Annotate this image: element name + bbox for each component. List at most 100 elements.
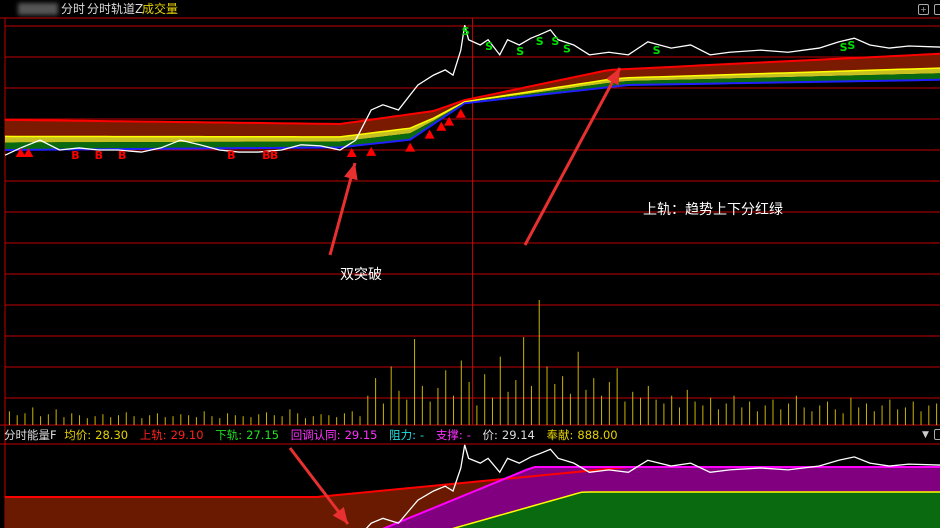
volume-bar [266, 412, 268, 425]
volume-bar [359, 416, 361, 425]
volume-bar [585, 389, 587, 425]
volume-bar [32, 407, 34, 425]
band-upper-fill [5, 53, 940, 137]
volume-bar [523, 337, 525, 425]
window-button[interactable] [934, 4, 940, 15]
tab-intraday[interactable]: 分时 [61, 2, 86, 16]
buy-signal: B [118, 149, 126, 162]
price-line [4, 25, 940, 156]
volume-bar [881, 405, 883, 425]
tab-indicator[interactable]: 分时轨道Z [87, 2, 144, 16]
stock-name-redacted [18, 3, 58, 15]
tab-volume[interactable]: 成交量 [142, 2, 179, 16]
support-value: - [466, 428, 471, 442]
volume-bar [382, 403, 384, 425]
volume-bar [889, 399, 891, 425]
resist-value: - [420, 428, 425, 442]
volume-bars [8, 300, 938, 425]
volume-bar [180, 414, 182, 425]
indicator-name[interactable]: 分时能量F [4, 428, 57, 442]
upper-rail-line [4, 52, 940, 126]
volume-bar [515, 380, 517, 425]
volume-bar [351, 411, 353, 425]
volume-bar [188, 415, 190, 425]
volume-bar [491, 397, 493, 425]
arrow-shaft [523, 67, 622, 246]
volume-bar [421, 385, 423, 425]
volume-bar [437, 387, 439, 425]
avg-label: 均价: [64, 428, 92, 442]
volume-bar [671, 395, 673, 425]
sell-signal: S [653, 44, 661, 57]
volume-bar [850, 397, 852, 425]
volume-bar [460, 360, 462, 425]
volume-bar [554, 383, 556, 425]
breakout-triangle-icon [455, 108, 466, 118]
volume-bar [827, 401, 829, 425]
breakout-triangle-icon [15, 148, 26, 157]
volume-bar [203, 411, 205, 425]
volume-bar [429, 401, 431, 425]
breakout-triangle-icon [23, 148, 34, 157]
volume-bar [117, 415, 119, 425]
volume-bar [741, 407, 743, 425]
upper-label: 上轨: [139, 428, 167, 442]
indicator-bar: 分时能量F 均价: 28.30 上轨: 29.10 下轨: 27.15 回调认同: 29… [0, 426, 940, 444]
volume-bar [71, 413, 73, 425]
volume-bar [663, 403, 665, 425]
volume-bar [725, 403, 727, 425]
volume-bar [40, 416, 42, 425]
lower-green-fill [5, 492, 940, 528]
volume-bar [149, 415, 151, 425]
volume-bar [125, 412, 127, 425]
volume-bar [788, 403, 790, 425]
volume-bar [624, 401, 626, 425]
annotation-upper-rail: 上轨：趋势上下分红绿 [643, 202, 783, 218]
band-mid-fill [5, 68, 940, 143]
volume-bar [678, 407, 680, 425]
chart-header: 分时 分时轨道Z 成交量 + [0, 0, 940, 18]
volume-bar [398, 390, 400, 425]
breakout-triangle-icon [366, 146, 377, 156]
lower-label: 下轨: [215, 428, 243, 442]
price-value: 29.14 [501, 428, 535, 442]
volume-bar [756, 411, 758, 425]
trend-band [4, 52, 940, 151]
volume-bar [86, 418, 88, 425]
volume-bar [133, 416, 135, 425]
volume-bar [484, 374, 486, 425]
annotation-arrows [288, 67, 622, 525]
volume-bar [141, 418, 143, 425]
volume-bar [904, 407, 906, 425]
avg-value: 28.30 [95, 428, 129, 442]
volume-bar [538, 300, 540, 425]
contrib-label: 奉献: [546, 428, 574, 442]
volume-bar [289, 409, 291, 425]
window-button[interactable] [934, 429, 940, 440]
volume-bar [258, 414, 260, 425]
volume-bar [593, 378, 595, 425]
volume-bar [94, 416, 96, 425]
volume-bar [250, 417, 252, 425]
volume-bar [406, 399, 408, 425]
volume-bar [577, 351, 579, 425]
volume-bar [499, 356, 501, 425]
price-line [4, 25, 940, 156]
volume-bar [928, 405, 930, 425]
buy-signal: B [95, 149, 103, 162]
volume-bar [445, 370, 447, 425]
volume-bar [912, 401, 914, 425]
support-label: 支撑: [435, 428, 463, 442]
plus-circle-icon[interactable]: + [918, 4, 929, 15]
volume-bar [608, 382, 610, 425]
volume-bar [920, 411, 922, 425]
arrow-head-icon [344, 163, 358, 181]
lower-yellow-line [452, 491, 940, 528]
dropdown-icon[interactable]: ▼ [922, 430, 929, 440]
sell-signal: S [485, 40, 493, 53]
volume-bar [242, 416, 244, 425]
volume-bar [546, 366, 548, 425]
volume-bar [530, 385, 532, 425]
volume-bar [897, 409, 899, 425]
